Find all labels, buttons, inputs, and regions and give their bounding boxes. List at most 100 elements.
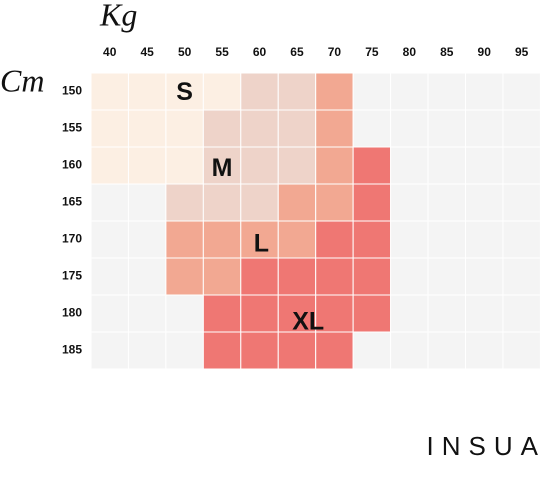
column-label: 60 [253,45,267,59]
column-label: 90 [478,45,492,59]
cell [240,331,279,370]
cell [390,220,429,259]
cell [240,220,279,259]
cell [202,146,242,185]
cell [240,146,279,185]
cell [352,331,392,370]
cell [465,331,504,370]
size-label: XL [292,307,324,335]
cell [315,183,354,222]
cell [427,72,466,111]
cell [315,257,354,296]
cell [127,220,167,259]
cell [427,109,466,148]
cell [90,331,129,370]
cell [465,183,504,222]
cell [90,183,129,222]
cell [165,109,204,148]
y-unit: Cm [0,62,44,98]
cell [240,257,279,296]
size-label: L [254,230,269,258]
cell [465,220,504,259]
row-label: 155 [62,121,82,135]
cell [390,183,429,222]
cell [202,294,242,333]
cell [90,146,129,185]
cell [90,109,129,148]
row-label: 175 [62,269,82,283]
cell [90,257,129,296]
column-label: 75 [365,45,379,59]
column-label: 65 [290,45,304,59]
cell [277,183,317,222]
cell [127,183,167,222]
size-label: S [176,78,193,106]
cell [277,257,317,296]
cell [502,331,541,370]
cell [277,146,317,185]
cell [240,109,279,148]
row-label: 150 [62,84,82,98]
cell [352,72,392,111]
row-label: 185 [62,343,82,357]
column-label: 80 [403,45,417,59]
cell [165,183,204,222]
cell [277,109,317,148]
cell [352,257,392,296]
cell [315,72,354,111]
cell [427,146,466,185]
cell [127,72,167,111]
cell [465,257,504,296]
cell [465,146,504,185]
logo: INSUA [427,431,546,461]
column-label: 95 [515,45,529,59]
cell [502,109,541,148]
grid [90,72,541,370]
cell [165,294,204,333]
cell [90,294,129,333]
row-label: 160 [62,158,82,172]
cell [427,257,466,296]
cell [352,146,392,185]
cell [390,294,429,333]
cell [202,72,242,111]
cell [277,220,317,259]
cell [315,109,354,148]
cell [315,331,354,370]
column-label: 55 [215,45,229,59]
cell [390,146,429,185]
cell [427,220,466,259]
cell [315,220,354,259]
size-label: M [212,154,233,182]
cell [127,257,167,296]
cell [390,72,429,111]
cell [165,331,204,370]
cell [277,331,317,370]
column-label: 70 [328,45,342,59]
cell [127,146,167,185]
cell [127,331,167,370]
cell [165,257,204,296]
cell [202,257,242,296]
cell [390,331,429,370]
cell [502,220,541,259]
cell [352,294,392,333]
cell [352,109,392,148]
cell [165,220,204,259]
cell [427,183,466,222]
row-label: 180 [62,306,82,320]
cell [502,146,541,185]
cell [502,72,541,111]
cell [240,294,279,333]
column-label: 85 [440,45,454,59]
cell [465,72,504,111]
cell [202,183,242,222]
column-label: 45 [140,45,154,59]
cell [390,109,429,148]
cell [502,183,541,222]
cell [465,109,504,148]
row-label: 170 [62,232,82,246]
cell [427,294,466,333]
